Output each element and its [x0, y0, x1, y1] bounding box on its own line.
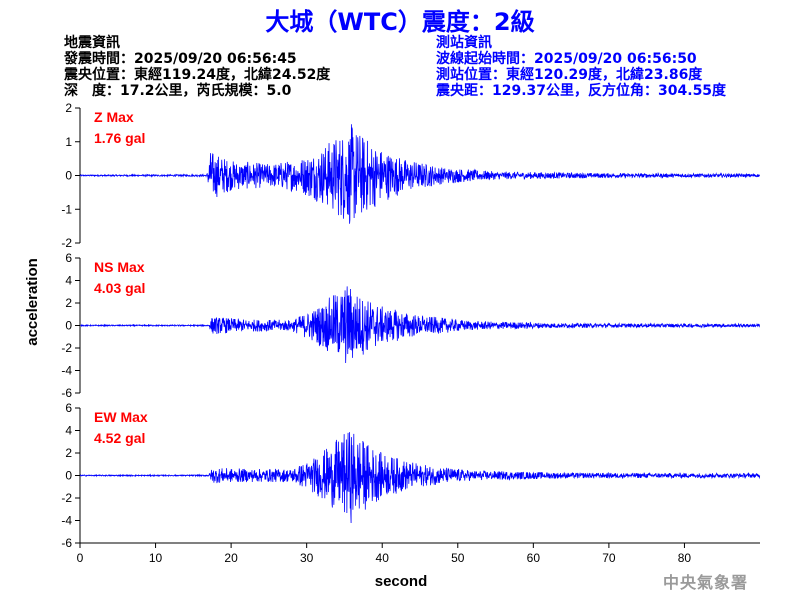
epicenter: 震央位置：東經119.24度，北緯24.52度: [64, 67, 331, 83]
station-location: 測站位置：東經120.29度，北緯23.86度: [436, 67, 703, 83]
x-tick-label: 60: [527, 551, 541, 565]
origin-time: 發震時間：2025/09/20 06:56:45: [64, 51, 297, 67]
wave-start-time: 波線起始時間：2025/09/20 06:56:50: [436, 51, 697, 67]
y-tick-label: 0: [65, 319, 72, 333]
x-tick-label: 30: [300, 551, 314, 565]
event-info-heading: 地震資訊: [64, 35, 120, 51]
depth-magnitude: 深 度：17.2公里，芮氏規模：5.0: [64, 83, 292, 99]
y-tick-label: 1: [65, 135, 72, 149]
y-tick-label: -1: [61, 202, 72, 216]
x-tick-label: 0: [77, 551, 84, 565]
x-tick-label: 50: [451, 551, 465, 565]
agency-label: 中央氣象署: [662, 573, 748, 592]
y-tick-label: 6: [65, 251, 72, 265]
waveform-ew: [79, 432, 761, 524]
max-label-z: Z Max: [94, 109, 134, 125]
y-tick-label: 0: [65, 169, 72, 183]
y-tick-label: 6: [65, 401, 72, 415]
y-tick-label: -2: [61, 491, 72, 505]
waveform-z: [79, 124, 761, 224]
y-tick-label: -2: [61, 341, 72, 355]
y-tick-label: 2: [65, 101, 72, 115]
x-tick-label: 10: [149, 551, 163, 565]
event-info: 地震資訊 發震時間：2025/09/20 06:56:45 震央位置：東經119…: [64, 35, 330, 99]
x-tick-label: 20: [224, 551, 238, 565]
y-tick-label: 0: [65, 469, 72, 483]
y-tick-label: -6: [61, 536, 72, 550]
max-value-z: 1.76 gal: [94, 130, 145, 146]
y-tick-label: -2: [61, 236, 72, 250]
distance-azimuth: 震央距：129.37公里，反方位角：304.55度: [436, 83, 727, 99]
x-tick-label: 40: [376, 551, 390, 565]
x-axis-label: second: [375, 573, 428, 590]
x-tick-label: 80: [678, 551, 692, 565]
max-value-ew: 4.52 gal: [94, 430, 145, 446]
station-info: 測站資訊 波線起始時間：2025/09/20 06:56:50 測站位置：東經1…: [436, 35, 726, 99]
station-info-heading: 測站資訊: [436, 35, 492, 51]
x-tick-label: 70: [602, 551, 616, 565]
y-tick-label: 2: [65, 296, 72, 310]
chart-title: 大城（WTC）震度：2級: [265, 8, 535, 36]
y-tick-label: 4: [65, 274, 72, 288]
y-tick-label: 4: [65, 424, 72, 438]
max-label-ew: EW Max: [94, 409, 148, 425]
waveform-ns: [79, 286, 761, 363]
y-axis-label: acceleration: [24, 258, 41, 346]
y-tick-label: -4: [61, 514, 72, 528]
y-tick-label: -6: [61, 386, 72, 400]
max-label-ns: NS Max: [94, 259, 145, 275]
y-tick-label: 2: [65, 446, 72, 460]
y-tick-label: -4: [61, 364, 72, 378]
max-value-ns: 4.03 gal: [94, 280, 145, 296]
